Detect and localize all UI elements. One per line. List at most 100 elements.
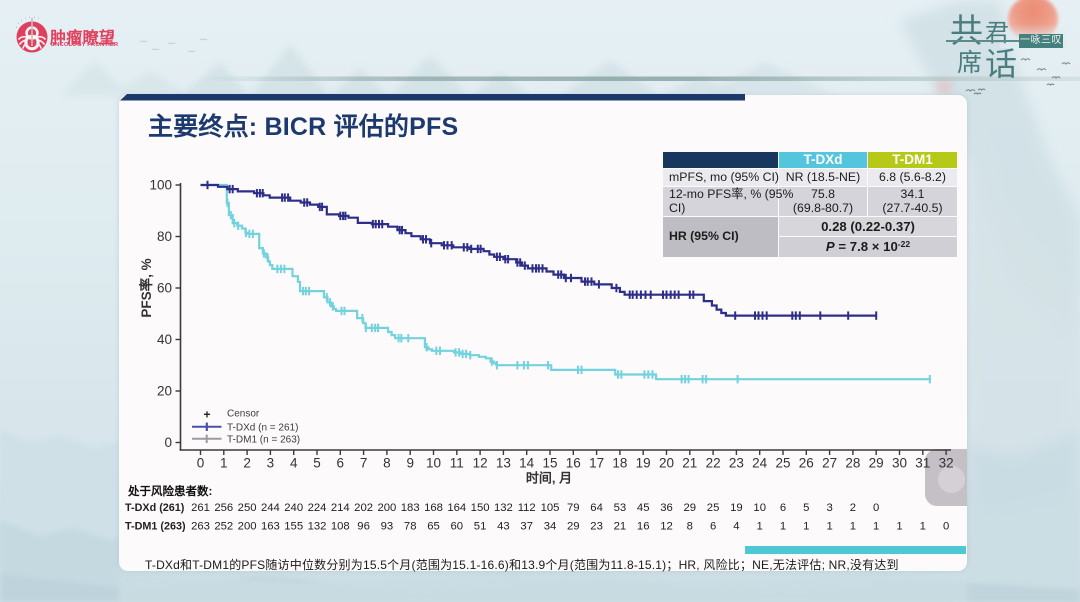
svg-text:200: 200 [238, 521, 257, 533]
svg-text:20: 20 [157, 384, 172, 399]
svg-text:7: 7 [360, 456, 368, 471]
svg-text:+: + [203, 408, 210, 422]
svg-text:14: 14 [519, 456, 535, 471]
svg-text:51: 51 [474, 521, 487, 533]
svg-text:•: • [34, 16, 35, 19]
svg-text:28: 28 [845, 456, 860, 471]
svg-text:150: 150 [471, 502, 490, 514]
svg-text:3: 3 [267, 456, 275, 471]
svg-text:1: 1 [826, 521, 832, 533]
svg-text:19: 19 [730, 502, 743, 514]
svg-text:T-DM1 (n = 263): T-DM1 (n = 263) [227, 435, 300, 446]
svg-text:21: 21 [682, 456, 697, 471]
svg-text:5: 5 [313, 456, 321, 471]
svg-text:60: 60 [157, 281, 172, 296]
svg-text:处于风险患者数:: 处于风险患者数: [127, 484, 212, 498]
svg-text:2: 2 [243, 456, 251, 471]
svg-text:29: 29 [567, 521, 580, 533]
svg-text:30: 30 [892, 456, 907, 471]
svg-text:6: 6 [780, 502, 786, 514]
svg-text:T-DXd (261): T-DXd (261) [125, 502, 185, 514]
svg-text:1: 1 [896, 521, 902, 533]
svg-text:100: 100 [149, 178, 172, 193]
svg-text:9: 9 [406, 456, 414, 471]
svg-text:0: 0 [197, 456, 205, 471]
svg-text:45: 45 [637, 502, 650, 514]
svg-text:10: 10 [426, 456, 441, 471]
svg-text:132: 132 [308, 521, 327, 533]
svg-text:13: 13 [496, 456, 511, 471]
svg-text:36: 36 [660, 502, 673, 514]
svg-text:261: 261 [191, 502, 210, 514]
svg-text:T-DXd (n = 261): T-DXd (n = 261) [227, 423, 298, 434]
svg-text:6: 6 [710, 521, 716, 533]
svg-text:0: 0 [943, 521, 949, 533]
svg-text:79: 79 [567, 502, 580, 514]
svg-text:17: 17 [589, 456, 604, 471]
svg-text:•: • [18, 21, 19, 25]
svg-text:6: 6 [337, 456, 345, 471]
svg-text:19: 19 [636, 456, 651, 471]
svg-text:11: 11 [450, 456, 464, 471]
svg-text:1: 1 [803, 521, 809, 533]
svg-text:80: 80 [157, 229, 172, 244]
svg-text:4: 4 [290, 456, 298, 471]
svg-text:2: 2 [850, 502, 856, 514]
svg-text:168: 168 [424, 502, 443, 514]
svg-text:•: • [25, 16, 26, 20]
svg-text:26: 26 [799, 456, 814, 471]
svg-text:250: 250 [238, 502, 257, 514]
svg-text:34: 34 [544, 521, 557, 533]
svg-text:8: 8 [687, 521, 693, 533]
svg-text:78: 78 [404, 521, 417, 533]
svg-text:64: 64 [590, 502, 603, 514]
svg-text:105: 105 [541, 502, 560, 514]
svg-text:20: 20 [659, 456, 674, 471]
svg-text:23: 23 [729, 456, 744, 471]
svg-text:18: 18 [612, 456, 627, 471]
svg-text:96: 96 [357, 521, 370, 533]
svg-text:22: 22 [706, 456, 721, 471]
svg-text:1: 1 [757, 521, 763, 533]
svg-text:24: 24 [752, 456, 768, 471]
svg-text:132: 132 [494, 502, 513, 514]
svg-text:5: 5 [803, 502, 809, 514]
svg-text:37: 37 [520, 521, 533, 533]
svg-text:224: 224 [308, 502, 327, 514]
svg-text:T-DM1 (263): T-DM1 (263) [125, 521, 186, 533]
svg-text:244: 244 [261, 502, 280, 514]
svg-text:60: 60 [451, 521, 464, 533]
svg-text:12: 12 [473, 456, 488, 471]
svg-text:155: 155 [284, 521, 303, 533]
svg-text:0: 0 [164, 435, 172, 450]
svg-text:1: 1 [220, 456, 228, 471]
svg-text:53: 53 [614, 502, 627, 514]
svg-text:256: 256 [214, 502, 233, 514]
svg-text:16: 16 [637, 521, 650, 533]
svg-text:200: 200 [377, 502, 396, 514]
svg-text:10: 10 [753, 502, 766, 514]
svg-text:•: • [29, 16, 30, 19]
svg-text:3: 3 [826, 502, 832, 514]
svg-text:1: 1 [850, 521, 856, 533]
svg-text:23: 23 [590, 521, 603, 533]
svg-text:65: 65 [427, 521, 440, 533]
svg-text:32: 32 [939, 456, 954, 471]
svg-text:112: 112 [518, 502, 536, 514]
svg-text:•: • [21, 18, 22, 22]
svg-text:164: 164 [447, 502, 466, 514]
svg-text:29: 29 [869, 456, 884, 471]
svg-text:8: 8 [383, 456, 391, 471]
svg-text:16: 16 [566, 456, 581, 471]
svg-text:1: 1 [920, 521, 926, 533]
svg-text:1: 1 [780, 521, 786, 533]
svg-text:1: 1 [873, 521, 879, 533]
svg-text:29: 29 [684, 502, 697, 514]
svg-text:Censor: Censor [227, 409, 260, 420]
svg-text:21: 21 [614, 521, 627, 533]
svg-text:43: 43 [497, 521, 510, 533]
svg-text:202: 202 [354, 502, 373, 514]
svg-text:4: 4 [733, 521, 739, 533]
svg-text:252: 252 [214, 521, 233, 533]
svg-text:12: 12 [660, 521, 673, 533]
